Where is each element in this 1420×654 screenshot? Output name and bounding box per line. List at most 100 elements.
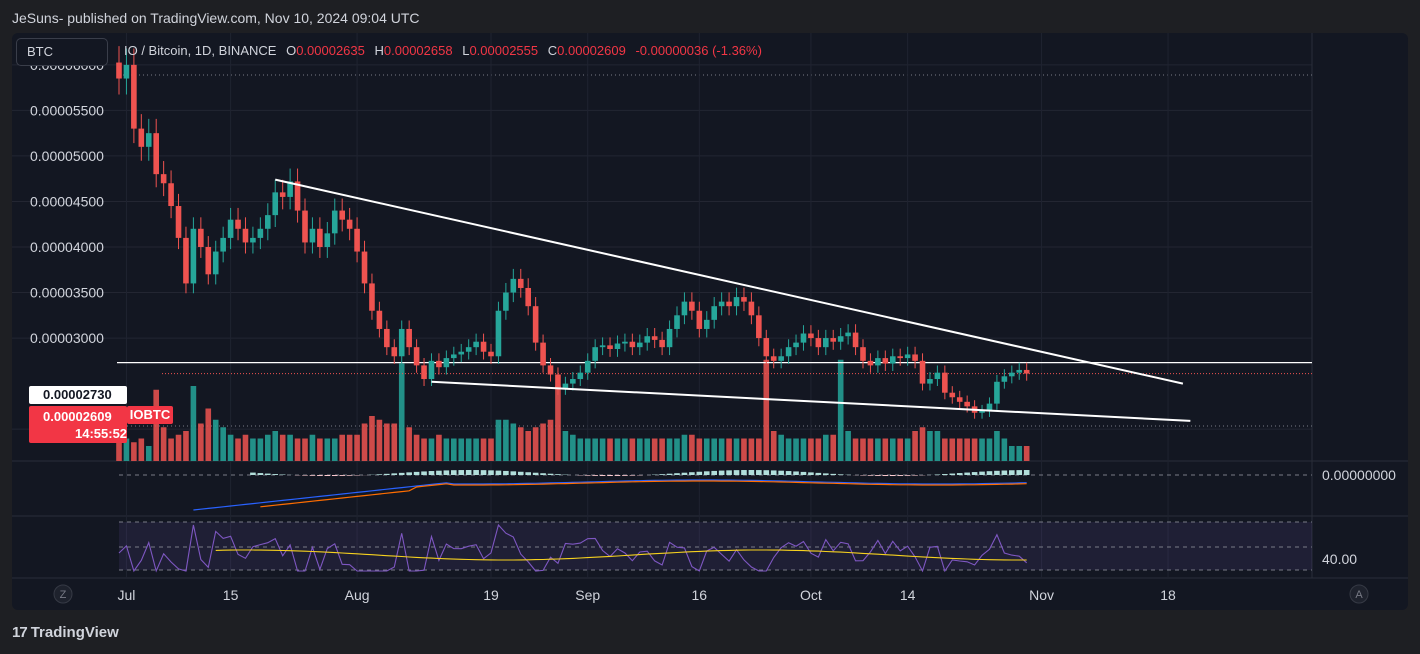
candle-body (599, 345, 606, 348)
candle-body (942, 372, 948, 393)
volume-bar (904, 438, 911, 461)
volume-bar (934, 431, 941, 461)
corner-buttons[interactable]: Z A (53, 584, 1369, 604)
macd-histogram-bar (451, 470, 457, 475)
y-tick-label: 0.00005000 (30, 148, 104, 164)
candle-body (770, 356, 777, 361)
volume-bar (272, 431, 279, 461)
volume-bar (644, 438, 651, 461)
macd-histogram-bar (331, 475, 338, 476)
candle-body (525, 287, 531, 307)
candle-body (644, 336, 651, 343)
rsi-line (118, 523, 1028, 573)
macd-histogram-bar (830, 473, 837, 475)
volume-bar (607, 438, 613, 461)
volume-bar (540, 423, 546, 461)
candle-body (867, 360, 874, 366)
candle-body (622, 341, 628, 344)
volume-bar (994, 431, 1000, 461)
volume-bar (1016, 446, 1023, 461)
macd-histogram-bar (584, 475, 591, 476)
x-tick-label: Aug (345, 587, 370, 603)
chart-area[interactable]: 0.00000000 40.00 0.000060000.000055000.0… (12, 33, 1408, 610)
macd-pane: 0.00000000 (119, 467, 1396, 511)
candle-body (339, 210, 345, 220)
volume-bar (659, 438, 665, 461)
candle-body (443, 358, 450, 368)
candle-body (562, 383, 569, 389)
candle-body (376, 310, 383, 329)
volume-bar (800, 438, 807, 461)
macd-histogram-bar (555, 474, 561, 475)
candle-body (860, 347, 866, 361)
volume-bar (785, 438, 792, 461)
volume-bar (555, 386, 561, 461)
candle-body (272, 192, 279, 216)
macd-histogram-bar (317, 475, 323, 476)
volume-bar (324, 438, 331, 461)
candle-body (354, 228, 360, 252)
volume-bar (138, 438, 145, 461)
macd-histogram-bar (897, 475, 903, 476)
candle-body (488, 351, 494, 357)
trendlines[interactable] (275, 178, 1191, 422)
tradingview-logo-icon: 17 (12, 624, 28, 641)
candle-body (302, 210, 308, 243)
volume-bar (703, 438, 710, 461)
volume-bar (235, 438, 241, 461)
candle-body (666, 328, 673, 348)
volume-bar (979, 438, 985, 461)
volume-bar (651, 438, 658, 461)
chart-canvas[interactable]: 0.00000000 40.00 0.000060000.000055000.0… (12, 33, 1408, 610)
volume-bar (637, 438, 643, 461)
candle-body (212, 251, 219, 275)
volume-bar (145, 446, 152, 461)
candle-body (793, 342, 799, 348)
candle-body (480, 341, 487, 352)
macd-histogram-bar (1001, 470, 1008, 475)
candle-body (451, 354, 457, 359)
ohlc-legend: IO / Bitcoin, 1D, BINANCE O0.00002635 H0… (124, 43, 762, 58)
candle-body (250, 237, 256, 243)
macd-histogram-bar (607, 475, 613, 476)
volume-bar (875, 438, 881, 461)
y-tick-label: 0.00005500 (30, 102, 104, 118)
volume-bar (949, 438, 956, 461)
auto-scale-left-button[interactable] (53, 584, 73, 604)
symbol-search-box[interactable]: BTC (16, 38, 108, 66)
candle-body (160, 174, 167, 184)
volume-bar (532, 427, 539, 461)
macd-histogram-bar (696, 471, 703, 475)
candle-body (592, 347, 598, 361)
volume-bar (131, 442, 137, 461)
candle-body (346, 219, 353, 229)
volume-bar (852, 438, 859, 461)
horizontal-level-line[interactable] (117, 362, 1312, 375)
candle-body (138, 128, 145, 147)
price-axis[interactable]: 0.000060000.000055000.000050000.00004500… (30, 57, 104, 437)
auto-scale-right-button[interactable] (1349, 584, 1369, 604)
tradingview-logo[interactable]: 17 TradingView (12, 624, 119, 641)
macd-histogram-bar (257, 473, 264, 475)
volume-bar (458, 438, 465, 461)
volume-bar (339, 434, 345, 461)
candle-body (837, 336, 844, 342)
candle-body (741, 297, 747, 302)
candle-body (547, 365, 554, 375)
candle-body (428, 360, 435, 380)
macd-histogram-bar (823, 473, 829, 475)
legend-change: -0.00000036 (-1.36%) (635, 43, 762, 58)
time-axis[interactable]: Jul 15 Aug 19 Sep 16 Oct 14 Nov 18 (117, 587, 1176, 603)
volume-bar (815, 438, 822, 461)
volume-bar (265, 434, 271, 461)
macd-histogram-bar (912, 475, 918, 476)
volume-bar (1023, 446, 1030, 461)
macd-histogram-bar (488, 470, 494, 475)
volume-bar (889, 438, 896, 461)
candle-body (331, 210, 338, 234)
volume-bar (116, 434, 122, 461)
volume-bar (718, 438, 725, 461)
volume-bar (369, 416, 375, 461)
candle-body (287, 181, 293, 197)
macd-histogram-bar (800, 471, 807, 475)
